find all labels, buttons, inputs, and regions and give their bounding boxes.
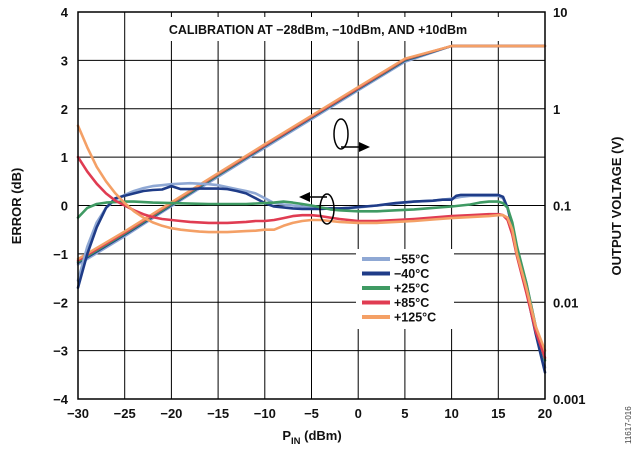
error-line-2 [76,200,547,362]
error-line-1 [76,184,547,374]
x-tick-label: 15 [491,406,505,421]
legend-label: +85°C [394,296,429,310]
x-tick-label: −25 [114,406,136,421]
y-left-tick-label: −4 [53,392,69,407]
voltage-group-ellipse [333,118,349,150]
y-right-tick-label: 0.001 [553,392,586,407]
x-tick-label: 0 [355,406,362,421]
error-line-3 [76,155,547,360]
x-tick-label: −5 [304,406,319,421]
y-left-axis-title: ERROR (dB) [9,168,24,245]
figure-id: 11617-016 [624,406,633,444]
legend-label: −40°C [394,267,429,281]
legend: −55°C−40°C+25°C+85°C+125°C [356,249,454,329]
annotation-background [128,17,506,41]
y-left-tick-label: 0 [61,199,68,214]
y-left-tick-labels: −4 −3 −2 −1 0 1 2 3 4 [53,5,69,407]
legend-label: −55°C [394,253,429,267]
voltage-arrow-head [359,142,370,152]
y-right-tick-labels: 0.001 0.01 0.1 1 10 [553,5,586,407]
y-left-tick-label: −1 [53,247,68,262]
y-left-tick-label: −2 [53,295,68,310]
x-tick-label: −15 [207,406,229,421]
x-axis-title-main: P [282,428,291,443]
y-right-tick-label: 10 [553,5,567,20]
error-group-ellipse [319,193,335,225]
x-tick-labels: −30 −25 −20 −15 −10 −5 0 5 10 15 20 [67,406,552,421]
y-left-tick-label: 2 [61,102,68,117]
y-right-tick-label: 0.01 [553,295,578,310]
voltage-axis-indicator [333,118,370,152]
y-left-tick-label: 1 [61,150,68,165]
y-right-tick-label: 0.1 [553,199,571,214]
y-right-axis-title: OUTPUT VOLTAGE (V) [609,137,624,276]
plot-frame [77,11,546,400]
x-tick-label: −30 [67,406,89,421]
x-tick-label: 20 [538,406,552,421]
y-left-tick-label: 4 [61,5,69,20]
error-arrow-head [299,192,310,202]
y-left-tick-label: −3 [53,344,68,359]
x-tick-label: 10 [444,406,458,421]
calibration-annotation: CALIBRATION AT −28dBm, −10dBm, AND +10dB… [169,23,467,37]
error-line-4 [76,124,547,352]
series-lines [76,44,547,374]
y-right-tick-label: 1 [553,102,560,117]
x-axis-title: PIN (dBm) [282,428,341,447]
legend-label: +125°C [394,311,436,325]
error-axis-indicator [299,192,335,225]
x-axis-title-unit: (dBm) [301,428,342,443]
y-left-tick-label: 3 [61,53,68,68]
x-tick-label: −10 [254,406,276,421]
x-tick-label: −20 [160,406,182,421]
x-tick-label: 5 [401,406,408,421]
legend-label: +25°C [394,282,429,296]
x-axis-title-subscript: IN [291,436,301,447]
